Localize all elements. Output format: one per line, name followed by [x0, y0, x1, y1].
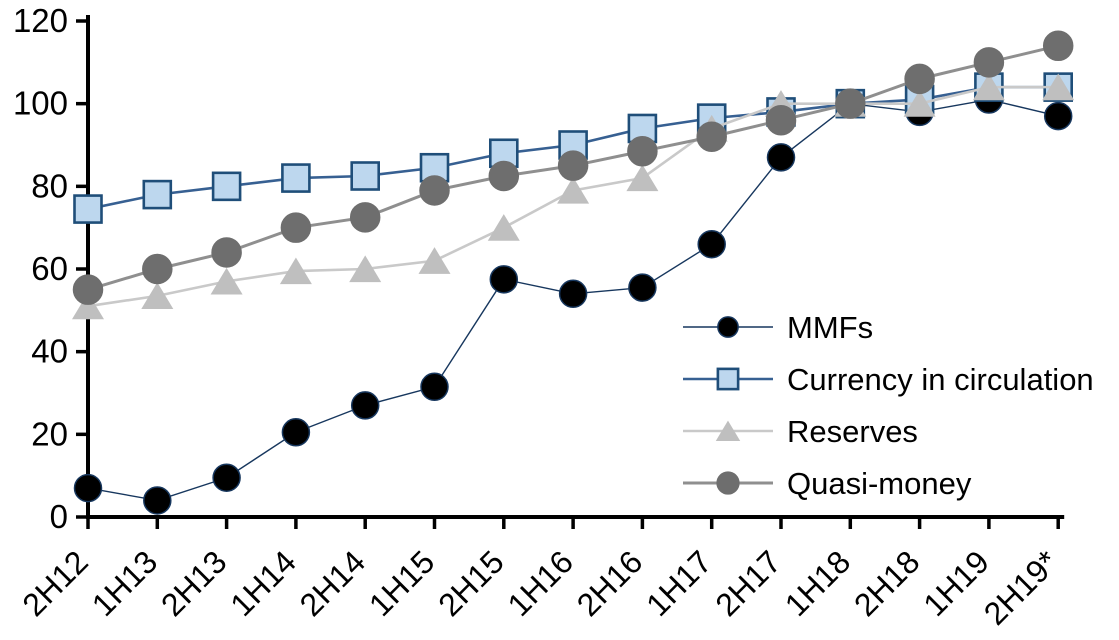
data-point-reserves: [210, 267, 243, 295]
data-point-quasi-money: [349, 202, 381, 233]
data-point-quasi-money: [557, 150, 589, 181]
data-point-quasi-money: [72, 274, 104, 305]
x-axis-label: 2H13: [154, 543, 234, 623]
data-point-mmfs: [212, 463, 241, 492]
y-axis-label: 60: [31, 250, 68, 287]
data-point-reserves: [972, 73, 1005, 101]
legend: MMFs Currency in circulation Reserves Quasi…: [683, 310, 1094, 501]
legend-marker-quasi-money: [716, 471, 740, 495]
data-point-mmfs: [489, 265, 519, 294]
x-axis-label: 1H16: [501, 543, 581, 623]
legend-item-currency-in-circulation: Currency in circulation: [683, 362, 1094, 397]
x-axis-label: 2H18: [847, 543, 927, 623]
data-point-reserves: [418, 247, 451, 274]
legend-marker-reserves: [715, 420, 741, 441]
data-point-currency-in-circulation: [281, 163, 311, 193]
legend-label-quasi-money: Quasi-money: [787, 466, 972, 501]
y-axis-label: 120: [13, 2, 68, 39]
data-point-mmfs: [143, 486, 172, 515]
x-axis-label: 2H16: [570, 543, 650, 623]
data-point-quasi-money: [835, 88, 866, 119]
data-point-reserves: [141, 282, 174, 309]
legend-marker-mmfs: [717, 316, 739, 338]
data-point-mmfs: [1043, 101, 1073, 131]
y-axis-label: 40: [31, 333, 68, 370]
data-point-currency-in-circulation: [142, 179, 173, 210]
data-point-quasi-money: [765, 104, 797, 136]
y-axis-label: 100: [13, 85, 68, 122]
data-point-mmfs: [558, 279, 588, 309]
data-point-mmfs: [73, 473, 103, 503]
legend-item-reserves: Reserves: [683, 414, 918, 449]
x-axis-label: 2H17: [708, 543, 788, 623]
data-point-reserves: [349, 255, 382, 283]
data-point-quasi-money: [419, 175, 450, 206]
data-point-quasi-money: [1042, 30, 1074, 62]
data-point-quasi-money: [904, 63, 935, 95]
x-axis-label: 2H14: [293, 543, 373, 623]
data-point-quasi-money: [627, 135, 658, 167]
data-point-quasi-money: [696, 121, 727, 152]
series-reserves: [71, 73, 1075, 320]
x-axis-label: 2H19*: [977, 543, 1065, 631]
data-point-mmfs: [420, 372, 449, 402]
data-point-currency-in-circulation: [73, 194, 103, 224]
legend-item-mmfs: MMFs: [683, 310, 873, 345]
data-point-reserves: [1042, 73, 1075, 101]
data-point-mmfs: [697, 229, 726, 259]
x-axis-label: 1H14: [223, 543, 303, 623]
x-axis-label: 1H18: [778, 543, 858, 623]
data-point-reserves: [626, 164, 659, 192]
series-mmfs: [73, 85, 1073, 515]
data-point-currency-in-circulation: [211, 171, 242, 202]
data-point-reserves: [487, 214, 520, 241]
data-point-reserves: [557, 176, 590, 204]
data-point-reserves: [71, 292, 105, 320]
data-point-reserves: [903, 90, 936, 117]
x-axis-label: 2H15: [431, 543, 511, 623]
data-point-quasi-money: [211, 237, 242, 268]
data-point-currency-in-circulation: [350, 161, 381, 191]
y-axis-label: 80: [31, 167, 68, 204]
series-quasi-money: [72, 30, 1074, 305]
y-axis-label: 20: [31, 415, 68, 452]
legend-label-currency-in-circulation: Currency in circulation: [787, 362, 1094, 397]
legend-label-mmfs: MMFs: [787, 310, 873, 345]
data-point-mmfs: [628, 273, 657, 302]
data-point-mmfs: [350, 391, 380, 420]
legend-label-reserves: Reserves: [787, 414, 918, 449]
y-axis-label: 0: [50, 498, 68, 535]
data-point-quasi-money: [280, 212, 312, 243]
data-point-reserves: [279, 257, 312, 285]
x-axis-label: 1H17: [639, 543, 719, 623]
data-point-quasi-money: [142, 253, 173, 285]
legend-marker-currency-in-circulation: [716, 367, 740, 391]
data-point-mmfs: [281, 418, 311, 447]
x-axis-label: 1H13: [85, 543, 165, 623]
data-point-quasi-money: [488, 160, 520, 192]
legend-item-quasi-money: Quasi-money: [683, 466, 972, 501]
x-axis-label: 2H12: [15, 543, 95, 623]
x-axis-label: 1H15: [362, 543, 442, 623]
data-point-quasi-money: [973, 47, 1005, 78]
data-point-mmfs: [766, 143, 796, 172]
